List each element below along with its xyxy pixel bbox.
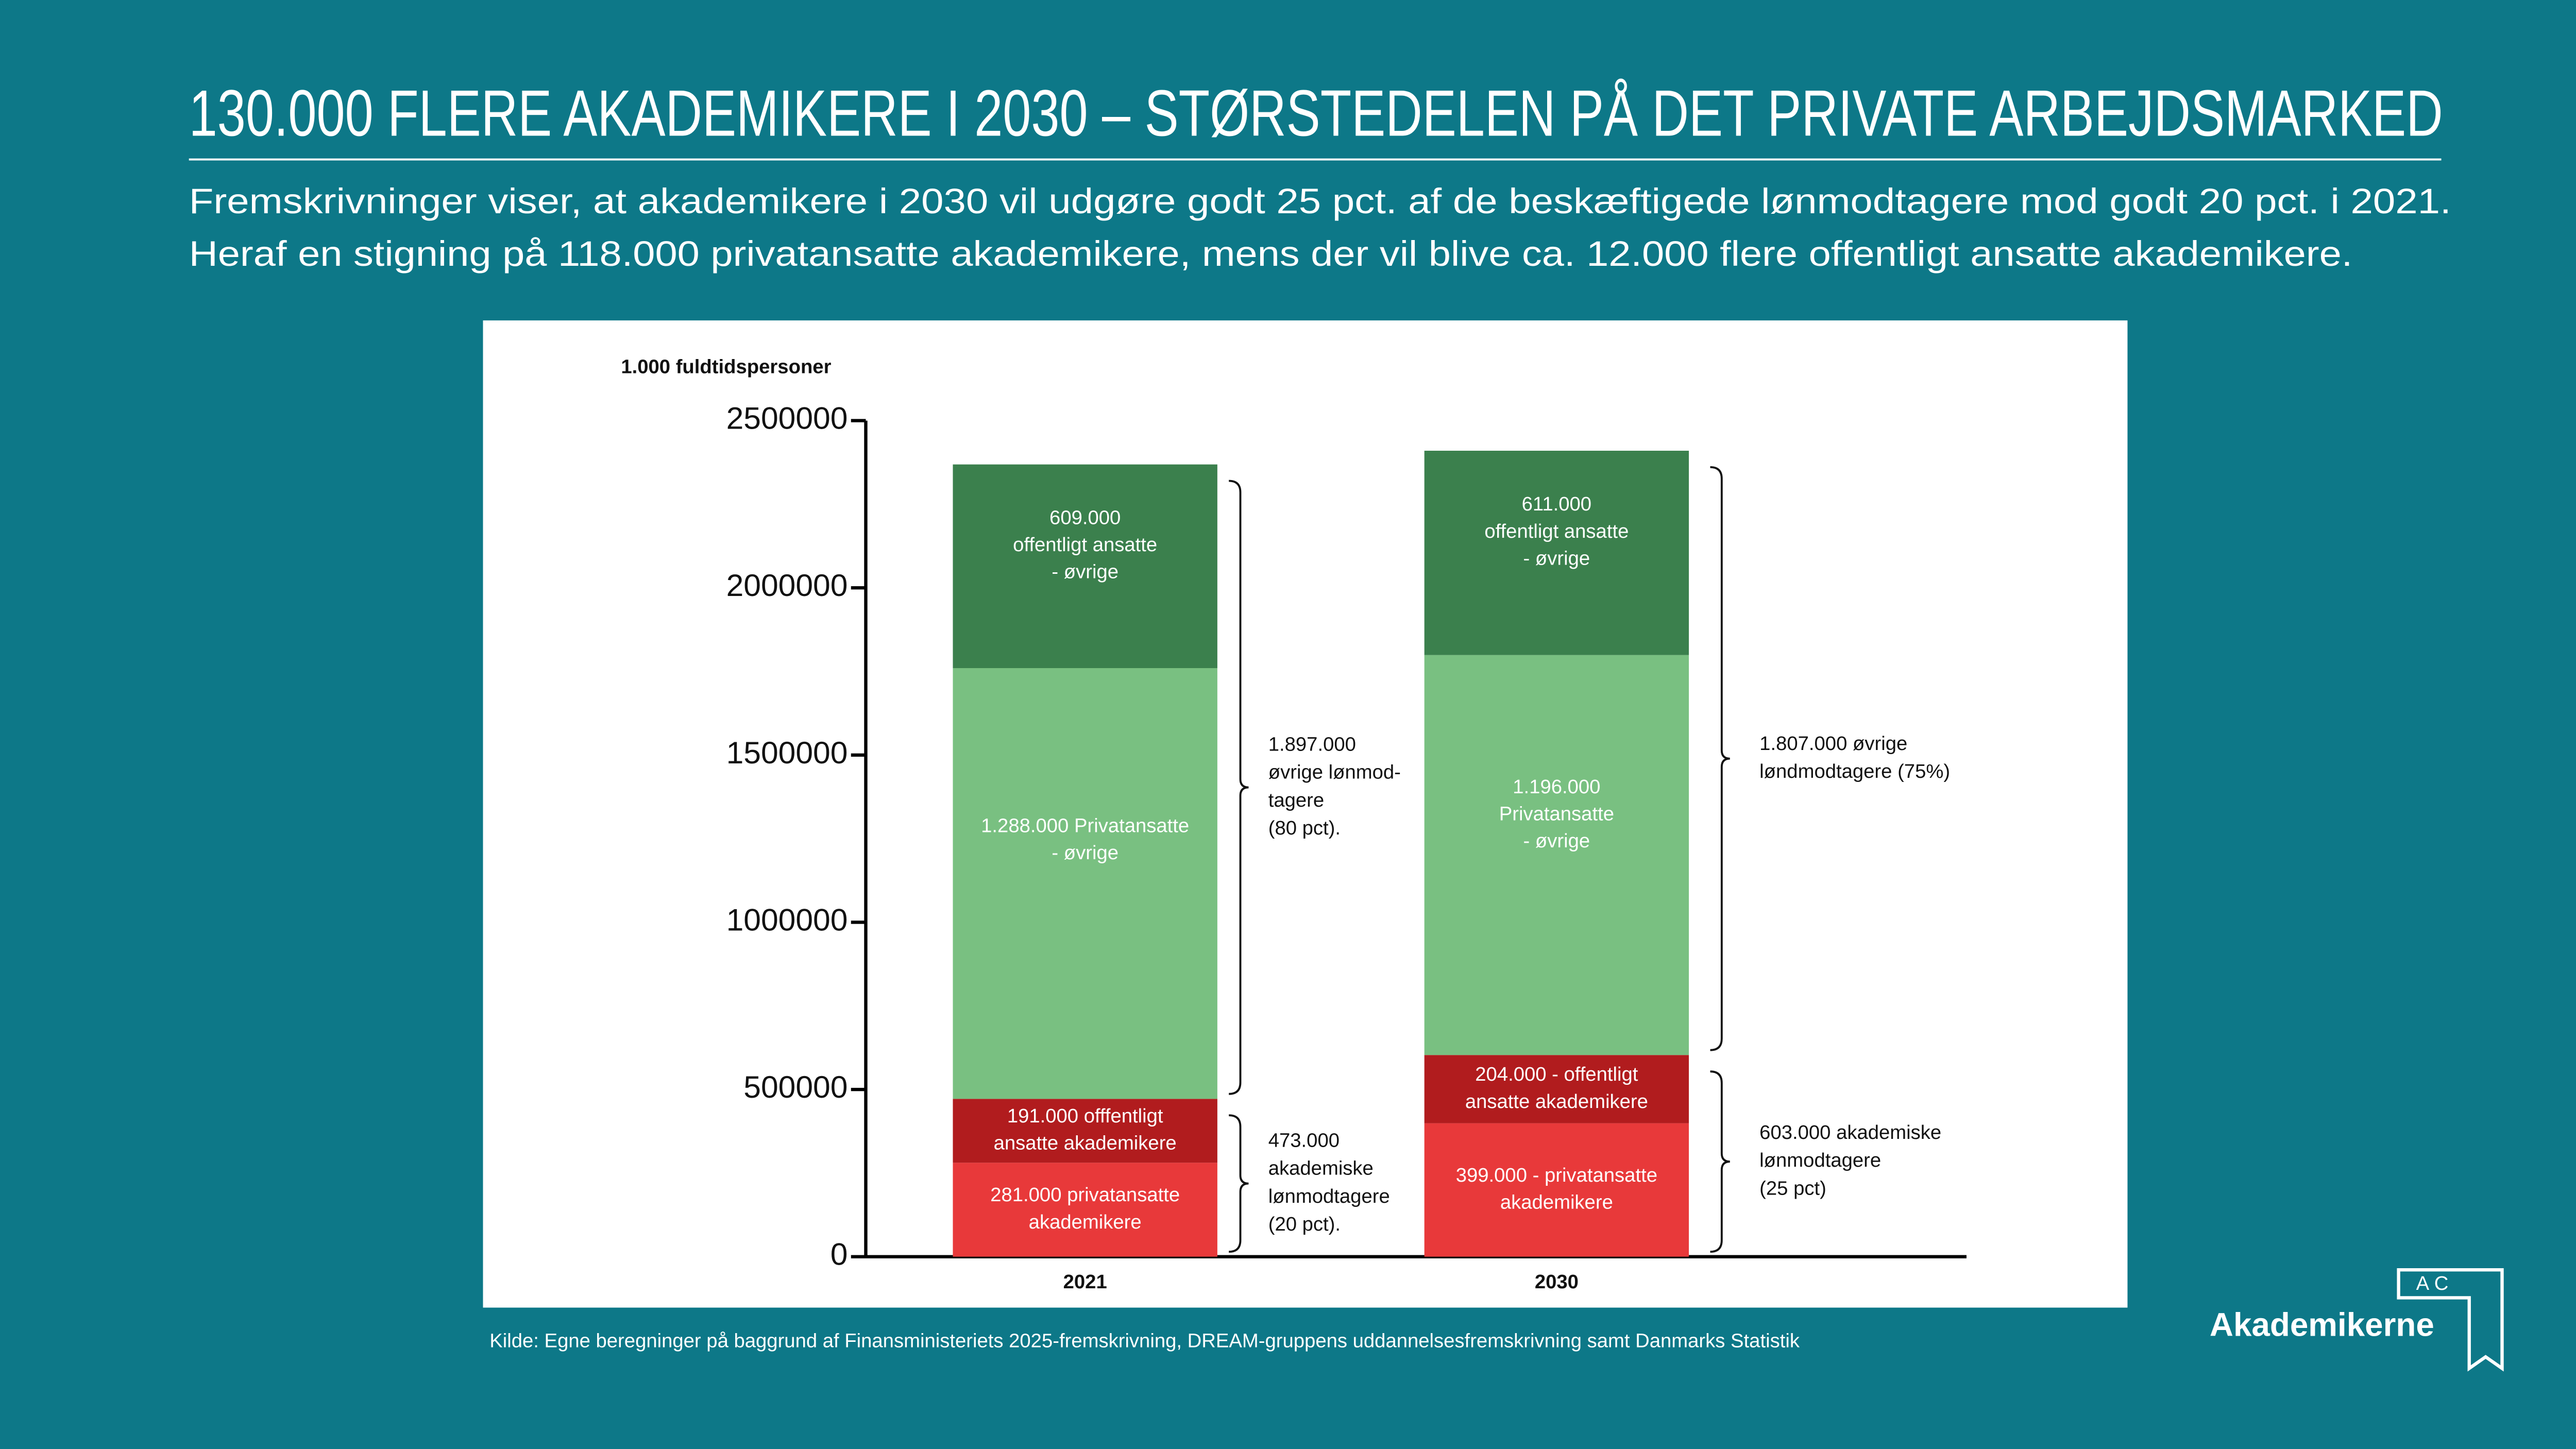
bar-segment xyxy=(953,1099,1217,1163)
y-tick-label: 2000000 xyxy=(726,568,848,603)
annotation: akademiske xyxy=(1268,1157,1374,1180)
value-label: 204.000 - offentligt xyxy=(1475,1063,1638,1085)
annotation: 1.807.000 øvrige xyxy=(1759,732,1907,755)
bar-segment xyxy=(953,1163,1217,1257)
value-label: akademikere xyxy=(1500,1191,1613,1214)
annotation: løndmodtagere (75%) xyxy=(1759,760,1950,782)
y-tick-label: 500000 xyxy=(743,1069,848,1104)
bar-segment xyxy=(953,464,1217,669)
plot: 0 500000 1000000 1500000 2000000 2500000 2021 2… xyxy=(726,401,1967,1293)
annotation: 603.000 akademiske xyxy=(1759,1121,1941,1144)
subtitle: Heraf en stigning på 118.000 privatansat… xyxy=(189,234,2353,274)
bar-segment xyxy=(1424,655,1689,1055)
annotation: tagere xyxy=(1268,789,1324,811)
annotation: 473.000 xyxy=(1268,1129,1340,1151)
chart-panel xyxy=(483,320,2128,1308)
value-label: - øvrige xyxy=(1523,547,1590,569)
value-label: 611.000 xyxy=(1522,493,1591,515)
x-tick-label: 2030 xyxy=(1535,1271,1579,1293)
bar-segment xyxy=(1424,1123,1689,1257)
logo-name: Akademikerne xyxy=(2210,1306,2434,1343)
value-label: 609.000 xyxy=(1049,506,1121,529)
value-label: 281.000 privatansatte xyxy=(990,1184,1180,1206)
y-tick-label: 1500000 xyxy=(726,735,848,770)
value-label: akademikere xyxy=(1029,1211,1142,1233)
brace xyxy=(1229,1114,1249,1253)
brace xyxy=(1710,1070,1730,1253)
value-label: ansatte akademikere xyxy=(1465,1090,1648,1113)
title: 130.000 FLERE AKADEMIKERE I 2030 – STØRS… xyxy=(189,77,2443,150)
y-tick-label: 0 xyxy=(831,1237,848,1272)
bar-segment xyxy=(1424,451,1689,655)
subtitle: Fremskrivninger viser, at akademikere i … xyxy=(189,181,2451,221)
value-label: 191.000 offfentligt xyxy=(1007,1105,1163,1127)
value-label: 1.196.000 xyxy=(1513,776,1600,798)
annotation: lønmodtagere xyxy=(1268,1185,1390,1207)
value-label: - øvrige xyxy=(1052,842,1118,864)
bar-segment xyxy=(953,668,1217,1099)
bar-segment xyxy=(1424,1055,1689,1123)
value-label: - øvrige xyxy=(1052,561,1118,583)
annotation: (25 pct) xyxy=(1759,1177,1826,1199)
annotation: lønmodtagere xyxy=(1759,1149,1881,1171)
value-label: offentligt ansatte xyxy=(1013,534,1157,556)
value-label: ansatte akademikere xyxy=(994,1132,1177,1154)
x-tick-label: 2021 xyxy=(1063,1271,1107,1293)
value-label: 399.000 - privatansatte xyxy=(1456,1164,1657,1186)
value-label: Privatansatte xyxy=(1499,803,1614,825)
logo-mark: AC xyxy=(2416,1272,2453,1294)
annotation: 1.897.000 xyxy=(1268,733,1356,755)
logo-mark-shape xyxy=(2397,1268,2504,1372)
y-tick-label: 1000000 xyxy=(726,902,848,937)
y-tick-label: 2500000 xyxy=(726,401,848,436)
value-label: 1.288.000 Privatansatte xyxy=(981,814,1189,837)
brace xyxy=(1710,466,1730,1051)
annotation: øvrige lønmod- xyxy=(1268,761,1401,783)
y-axis-label: 1.000 fuldtidspersoner xyxy=(621,356,831,378)
value-label: - øvrige xyxy=(1523,830,1590,852)
annotation: (20 pct). xyxy=(1268,1213,1341,1235)
annotation: (80 pct). xyxy=(1268,817,1341,839)
value-label: offentligt ansatte xyxy=(1484,520,1629,542)
brace xyxy=(1229,480,1249,1095)
source: Kilde: Egne beregninger på baggrund af F… xyxy=(489,1330,1800,1352)
